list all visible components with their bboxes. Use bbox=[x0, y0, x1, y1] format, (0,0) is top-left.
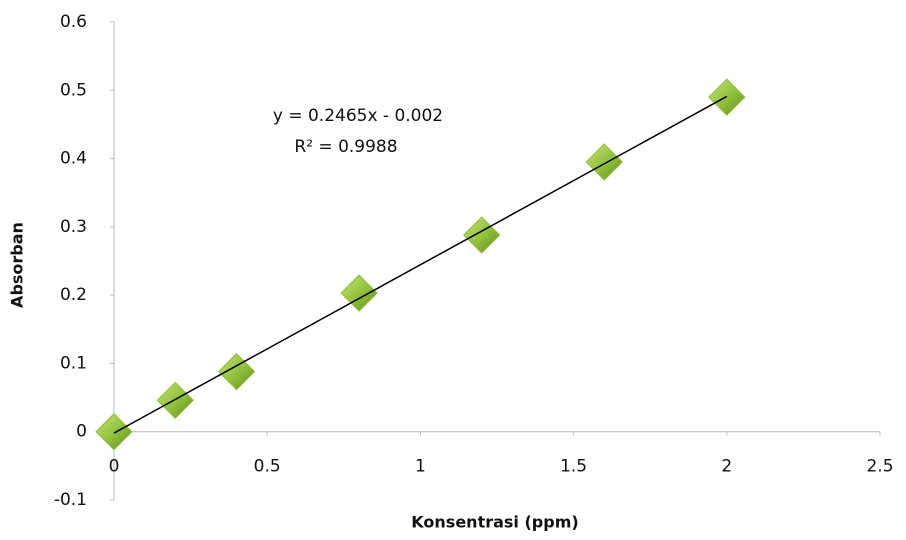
trendline-equation: y = 0.2465x - 0.002 bbox=[273, 106, 443, 126]
y-tick-label: 0.6 bbox=[60, 12, 87, 32]
y-axis-title: Absorban bbox=[8, 222, 27, 308]
data-point bbox=[157, 382, 193, 418]
data-point bbox=[96, 414, 132, 450]
data-point bbox=[464, 217, 500, 253]
y-tick-label: 0 bbox=[76, 422, 87, 442]
x-tick-label: 1 bbox=[415, 457, 426, 477]
x-tick-label: 2.5 bbox=[866, 457, 893, 477]
y-tick-label: 0.5 bbox=[60, 80, 87, 100]
x-axis-title: Konsentrasi (ppm) bbox=[411, 513, 578, 532]
x-tick-label: 1.5 bbox=[560, 457, 587, 477]
y-tick-label: 0.3 bbox=[60, 217, 87, 237]
trendline bbox=[114, 96, 727, 433]
chart: Konsentrasi (ppm) Absorban y = 0.2465x -… bbox=[0, 0, 906, 540]
y-tick-label: 0.1 bbox=[60, 353, 87, 373]
x-tick-label: 0.5 bbox=[254, 457, 281, 477]
x-tick-label: 0 bbox=[109, 457, 120, 477]
y-tick-label: -0.1 bbox=[54, 490, 87, 510]
r-squared: R² = 0.9988 bbox=[294, 137, 397, 157]
data-point bbox=[586, 144, 622, 180]
y-tick-label: 0.2 bbox=[60, 285, 87, 305]
x-tick-label: 2 bbox=[721, 457, 732, 477]
y-tick-label: 0.4 bbox=[60, 149, 87, 169]
